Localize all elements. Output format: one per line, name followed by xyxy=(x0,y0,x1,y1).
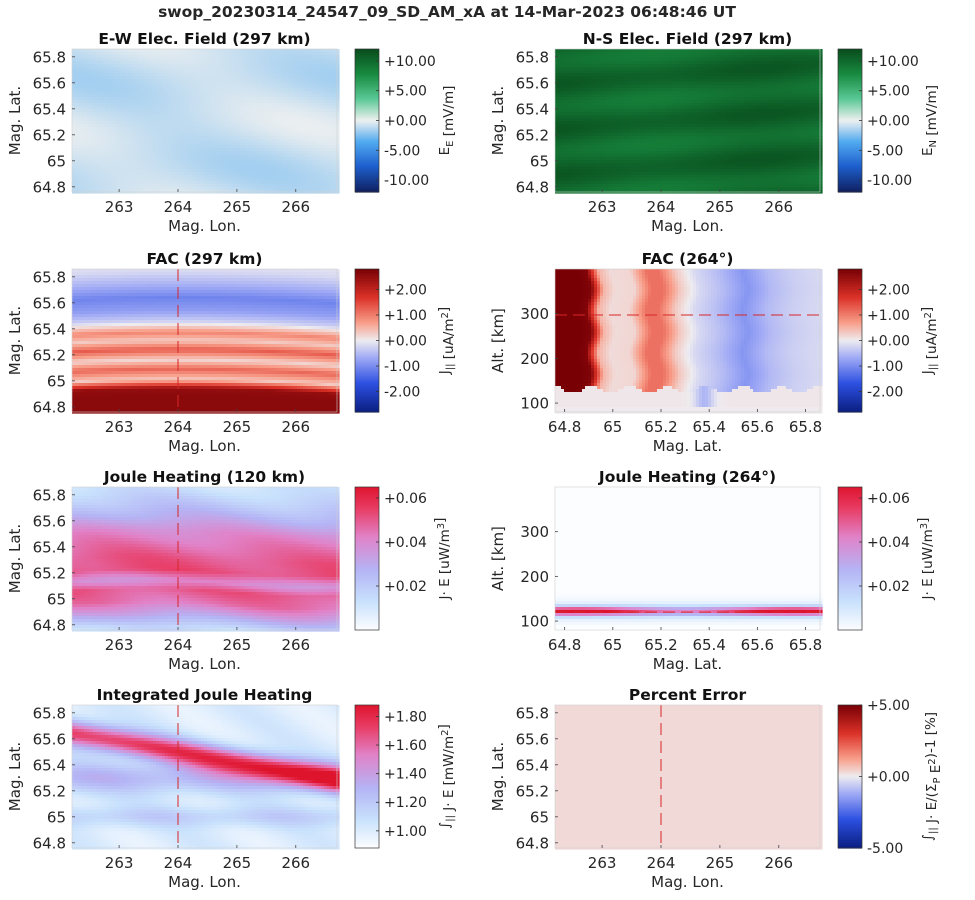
figure-title: swop_20230314_24547_09_SD_AM_xA at 14-Ma… xyxy=(158,3,736,21)
heatmap xyxy=(72,49,340,194)
figure: swop_20230314_24547_09_SD_AM_xA at 14-Ma… xyxy=(0,0,975,900)
